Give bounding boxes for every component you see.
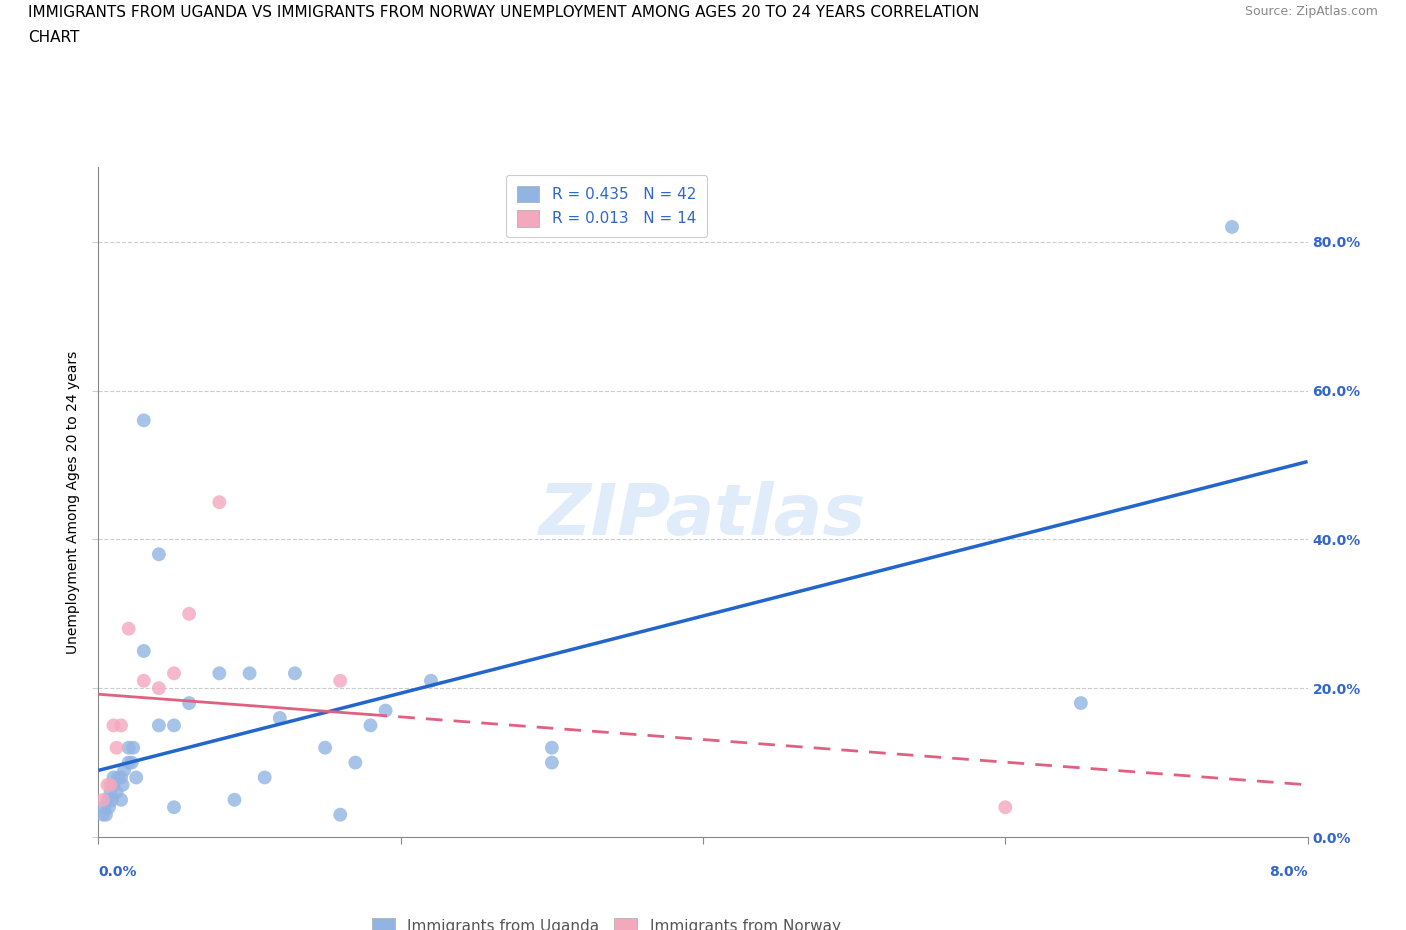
Text: Source: ZipAtlas.com: Source: ZipAtlas.com <box>1244 5 1378 18</box>
Point <box>103 770 125 785</box>
Point <box>112 763 135 777</box>
Point <box>329 673 352 688</box>
Text: 8.0%: 8.0% <box>1270 865 1308 879</box>
Point <box>329 807 352 822</box>
Point <box>98 800 121 815</box>
Point <box>103 718 125 733</box>
Point <box>96 777 118 792</box>
Point <box>148 681 170 696</box>
Point <box>122 740 145 755</box>
Point <box>118 621 141 636</box>
Point <box>253 770 276 785</box>
Point <box>314 740 336 755</box>
Point <box>107 770 129 785</box>
Point <box>208 666 231 681</box>
Point <box>101 792 124 807</box>
Point <box>96 792 118 807</box>
Point <box>118 740 141 755</box>
Point <box>132 413 155 428</box>
Point <box>105 785 128 800</box>
Point <box>239 666 262 681</box>
Point <box>994 800 1017 815</box>
Point <box>118 755 141 770</box>
Point <box>208 495 231 510</box>
Point <box>179 606 201 621</box>
Point <box>163 666 186 681</box>
Point <box>91 792 114 807</box>
Point <box>103 777 125 792</box>
Point <box>125 770 148 785</box>
Point <box>224 792 246 807</box>
Point <box>1070 696 1092 711</box>
Text: 0.0%: 0.0% <box>98 865 136 879</box>
Point <box>148 547 170 562</box>
Point <box>541 755 564 770</box>
Point <box>110 718 132 733</box>
Point <box>148 718 170 733</box>
Point <box>374 703 396 718</box>
Y-axis label: Unemployment Among Ages 20 to 24 years: Unemployment Among Ages 20 to 24 years <box>66 351 80 654</box>
Point <box>269 711 291 725</box>
Point <box>284 666 307 681</box>
Point <box>100 777 122 792</box>
Point <box>110 792 132 807</box>
Text: CHART: CHART <box>28 30 80 45</box>
Point <box>1220 219 1243 234</box>
Point <box>93 800 115 815</box>
Point <box>111 777 134 792</box>
Point <box>179 696 201 711</box>
Point <box>163 800 186 815</box>
Point <box>100 785 122 800</box>
Point <box>105 740 128 755</box>
Point <box>541 740 564 755</box>
Legend: Immigrants from Uganda, Immigrants from Norway: Immigrants from Uganda, Immigrants from … <box>366 911 846 930</box>
Text: ZIPatlas: ZIPatlas <box>540 481 866 550</box>
Point <box>110 770 132 785</box>
Point <box>91 807 114 822</box>
Point <box>344 755 367 770</box>
Point <box>132 644 155 658</box>
Point <box>163 718 186 733</box>
Point <box>132 673 155 688</box>
Point <box>121 755 143 770</box>
Point <box>420 673 443 688</box>
Text: IMMIGRANTS FROM UGANDA VS IMMIGRANTS FROM NORWAY UNEMPLOYMENT AMONG AGES 20 TO 2: IMMIGRANTS FROM UGANDA VS IMMIGRANTS FRO… <box>28 5 980 20</box>
Point <box>360 718 382 733</box>
Point <box>94 807 117 822</box>
